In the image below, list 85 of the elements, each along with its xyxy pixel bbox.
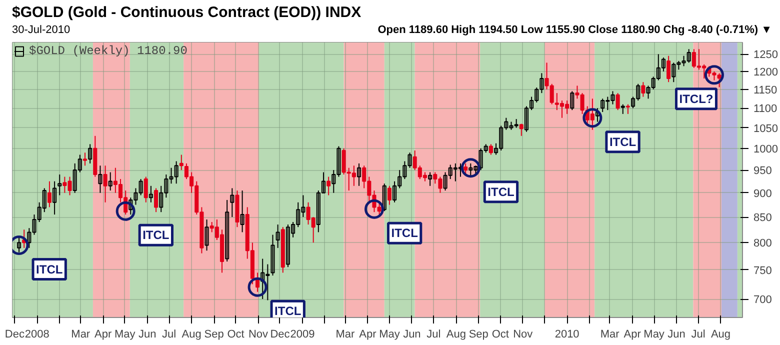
annotation: ITCL	[609, 134, 636, 149]
candlestick	[148, 185, 153, 203]
x-tick-label: Jul	[426, 328, 441, 340]
candlestick	[626, 104, 630, 114]
y-tick-label: 850	[754, 212, 772, 224]
candlestick	[103, 165, 108, 203]
annotation: ITCL?	[679, 92, 714, 106]
annotation: ITCL	[142, 228, 170, 242]
text: Open 1189.60 High 1194.50 Low 1155.90 Close 1180.90 Chg -8.40 (-0.71%) ▼	[378, 23, 772, 38]
x-tick-label: May	[644, 328, 665, 340]
candlestick	[98, 165, 102, 194]
x-tick-label: Nov	[513, 328, 534, 340]
x-tick-label: 2008	[24, 328, 50, 340]
y-tick-label: 900	[754, 188, 772, 200]
chart-subtitle: 30-Jul-2010	[12, 23, 70, 38]
chart-title: $GOLD (Gold - Continuous Contract (EOD)) INDX	[12, 3, 362, 23]
candlestick	[204, 219, 209, 252]
x-tick-label: Mar	[71, 328, 90, 340]
x-tick-label: 2009	[290, 328, 315, 340]
candlestick	[488, 144, 493, 156]
x-tick-label: 2010	[554, 328, 580, 340]
y-tick-label: 1250	[754, 49, 778, 62]
candlestick	[154, 188, 158, 213]
x-tick-label: Oct	[227, 328, 244, 340]
candlestick	[88, 144, 92, 164]
candlestick	[428, 172, 432, 186]
candlestick	[230, 188, 234, 218]
x-tick-label: May	[114, 328, 136, 340]
candlestick	[641, 82, 646, 98]
x-tick-label: Jun	[403, 328, 421, 340]
x-tick-label: Mar	[600, 328, 620, 340]
candlestick	[276, 224, 280, 248]
annotation: ITCL	[391, 226, 418, 240]
candlestick	[240, 190, 244, 233]
legend-label: $GOLD (Weekly) 1180.90	[29, 44, 188, 58]
y-tick-label: 1100	[754, 103, 778, 116]
candlestick	[144, 176, 148, 203]
candlestick	[326, 176, 331, 196]
annotation: ITCL	[36, 262, 63, 276]
y-tick-label: 750	[754, 264, 772, 277]
candlestick	[595, 108, 600, 122]
x-tick-label: Nov	[248, 328, 269, 340]
y-tick-label: 700	[754, 294, 772, 306]
x-tick-label: Aug	[446, 328, 466, 340]
candlestick	[356, 162, 362, 186]
candlestick	[666, 55, 671, 83]
candlestick	[47, 180, 52, 208]
candlestick	[570, 90, 574, 111]
x-tick-label: Aug	[710, 328, 731, 340]
x-tick-label: Jul	[691, 328, 706, 340]
candlestick	[387, 185, 392, 206]
y-tick-label: 800	[754, 238, 772, 250]
x-tick-label: Mar	[336, 328, 356, 340]
y-tick-label: 1050	[754, 122, 778, 135]
x-tick-label: Apr	[94, 328, 112, 340]
x-tick-label: Jun	[668, 328, 686, 340]
y-tick-label: 950	[754, 165, 772, 178]
candlestick	[17, 236, 22, 253]
candlestick	[382, 183, 386, 212]
annotation: ITCL	[488, 184, 514, 199]
candlestick	[179, 154, 184, 171]
x-tick-label: Apr	[624, 328, 642, 340]
y-tick-label: 1150	[754, 84, 778, 96]
candlestick	[270, 234, 275, 276]
candlestick	[620, 104, 625, 114]
x-tick-label: May	[379, 328, 400, 340]
candlestick	[616, 92, 620, 111]
y-tick-label: 1200	[754, 66, 778, 78]
candlestick	[225, 199, 230, 262]
candlestick	[52, 180, 57, 216]
x-tick-label: Jun	[138, 328, 156, 340]
x-tick-label: Apr	[359, 328, 377, 340]
y-tick-label: 1000	[754, 143, 778, 156]
x-tick-label: Sep	[204, 328, 224, 340]
x-tick-label: Dec	[270, 328, 290, 340]
x-tick-label: Dec	[4, 328, 25, 340]
x-tick-label: Oct	[492, 328, 509, 340]
x-tick-label: Sep	[468, 328, 488, 340]
candlestick	[82, 152, 88, 166]
candlestick	[58, 174, 62, 196]
x-tick-label: Jul	[162, 328, 176, 340]
candlestick	[108, 172, 112, 192]
candlestick	[519, 123, 524, 136]
annotation: ITCL	[274, 304, 302, 318]
x-tick-label: Aug	[182, 328, 202, 340]
